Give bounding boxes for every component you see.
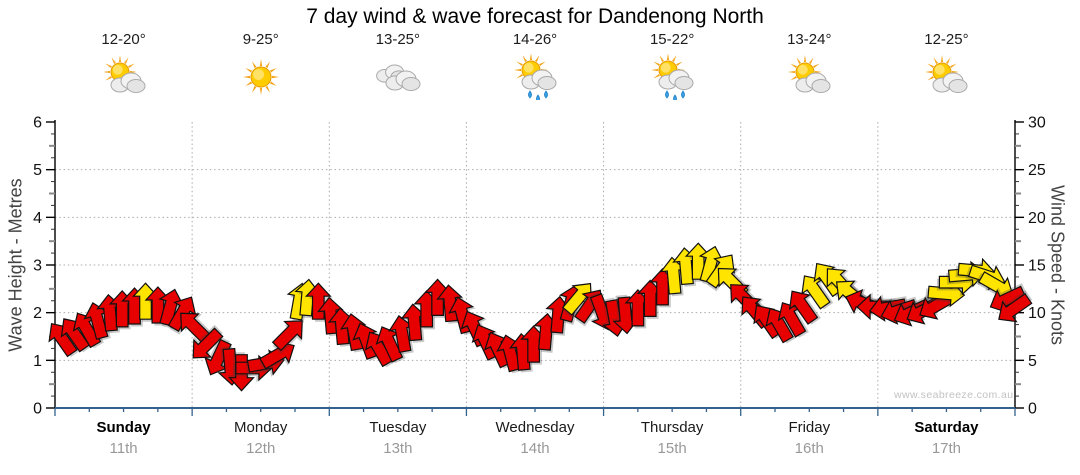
day-label-sunday: Sunday 11th [59,419,189,457]
wind-arrow [788,290,821,325]
day-name: Thursday [640,419,704,436]
day-weather-icon [201,54,321,105]
day-temp: 13-25° [375,31,421,48]
day-header-wednesday: 14-26° [475,31,595,105]
svg-text:0: 0 [1028,401,1037,418]
day-date: 13th [383,440,413,457]
day-name: Wednesday [495,419,575,436]
day-date: 17th [931,440,962,457]
svg-text:2: 2 [33,305,42,322]
wind-arrow [271,320,303,354]
day-date: 16th [794,440,824,457]
day-header-monday: 9-25° [201,31,321,105]
svg-text:3: 3 [33,258,42,275]
svg-text:30: 30 [1028,115,1046,132]
svg-text:20: 20 [1028,210,1046,227]
svg-text:0: 0 [33,401,42,418]
showers-icon [514,53,557,103]
day-label-friday: Friday 16th [744,419,874,457]
day-header-sunday: 12-20° [64,31,184,105]
day-weather-icon [612,53,732,105]
day-temp: 14-26° [512,31,558,48]
day-header-friday: 13-24° [749,31,869,105]
day-label-wednesday: Wednesday 14th [470,419,600,457]
day-header-saturday: 12-25° [886,31,1006,105]
partly-cloudy-icon [102,55,146,93]
wind-arrow [192,324,224,359]
day-date: 12th [246,440,276,457]
day-label-saturday: Saturday 17th [881,419,1011,457]
day-temp: 9-25° [242,31,279,48]
day-label-monday: Monday 12th [196,419,326,457]
left-axis-title: Wave Height - Metres [5,178,26,352]
day-date: 15th [657,440,687,457]
svg-text:15: 15 [1028,258,1046,275]
day-name: Tuesday [369,419,427,436]
chart-title: 7 day wind & wave forecast for Dandenong… [306,5,764,28]
day-name: Friday [788,419,831,436]
svg-text:5: 5 [1028,353,1037,370]
wind-arrow [388,315,416,355]
cloudy-icon [375,64,421,91]
day-label-tuesday: Tuesday 13th [333,419,463,457]
svg-text:6: 6 [33,115,42,132]
partly-cloudy-icon [788,55,831,93]
day-temp: 15-22° [649,31,695,48]
day-temp: 13-24° [787,31,832,48]
day-date: 14th [520,440,550,457]
svg-text:25: 25 [1028,162,1046,179]
svg-text:4: 4 [33,210,42,227]
day-name: Monday [234,419,288,436]
day-name: Sunday [96,419,151,436]
day-date: 11th [109,440,138,457]
day-weather-icon [886,54,1006,105]
day-header-tuesday: 13-25° [338,31,458,105]
svg-text:1: 1 [33,353,42,370]
day-label-thursday: Thursday 15th [607,419,737,457]
watermark: www.seabreeze.com.au [894,389,1014,401]
svg-text:10: 10 [1028,305,1046,322]
day-weather-icon [475,53,595,105]
day-header-thursday: 15-22° [612,31,732,105]
day-weather-icon [749,54,869,105]
day-temp: 12-25° [924,31,969,48]
sunny-icon [242,59,279,95]
day-name: Saturday [914,419,979,436]
showers-icon [651,53,694,103]
day-weather-icon [64,54,184,105]
right-axis-title: Wind Speed - Knots [1047,184,1068,346]
wind-arrow [304,282,333,322]
day-weather-icon [338,54,458,105]
day-temp: 12-20° [101,31,146,48]
svg-text:5: 5 [33,162,42,179]
wind-arrow [998,290,1033,323]
partly-cloudy-icon [925,55,968,93]
